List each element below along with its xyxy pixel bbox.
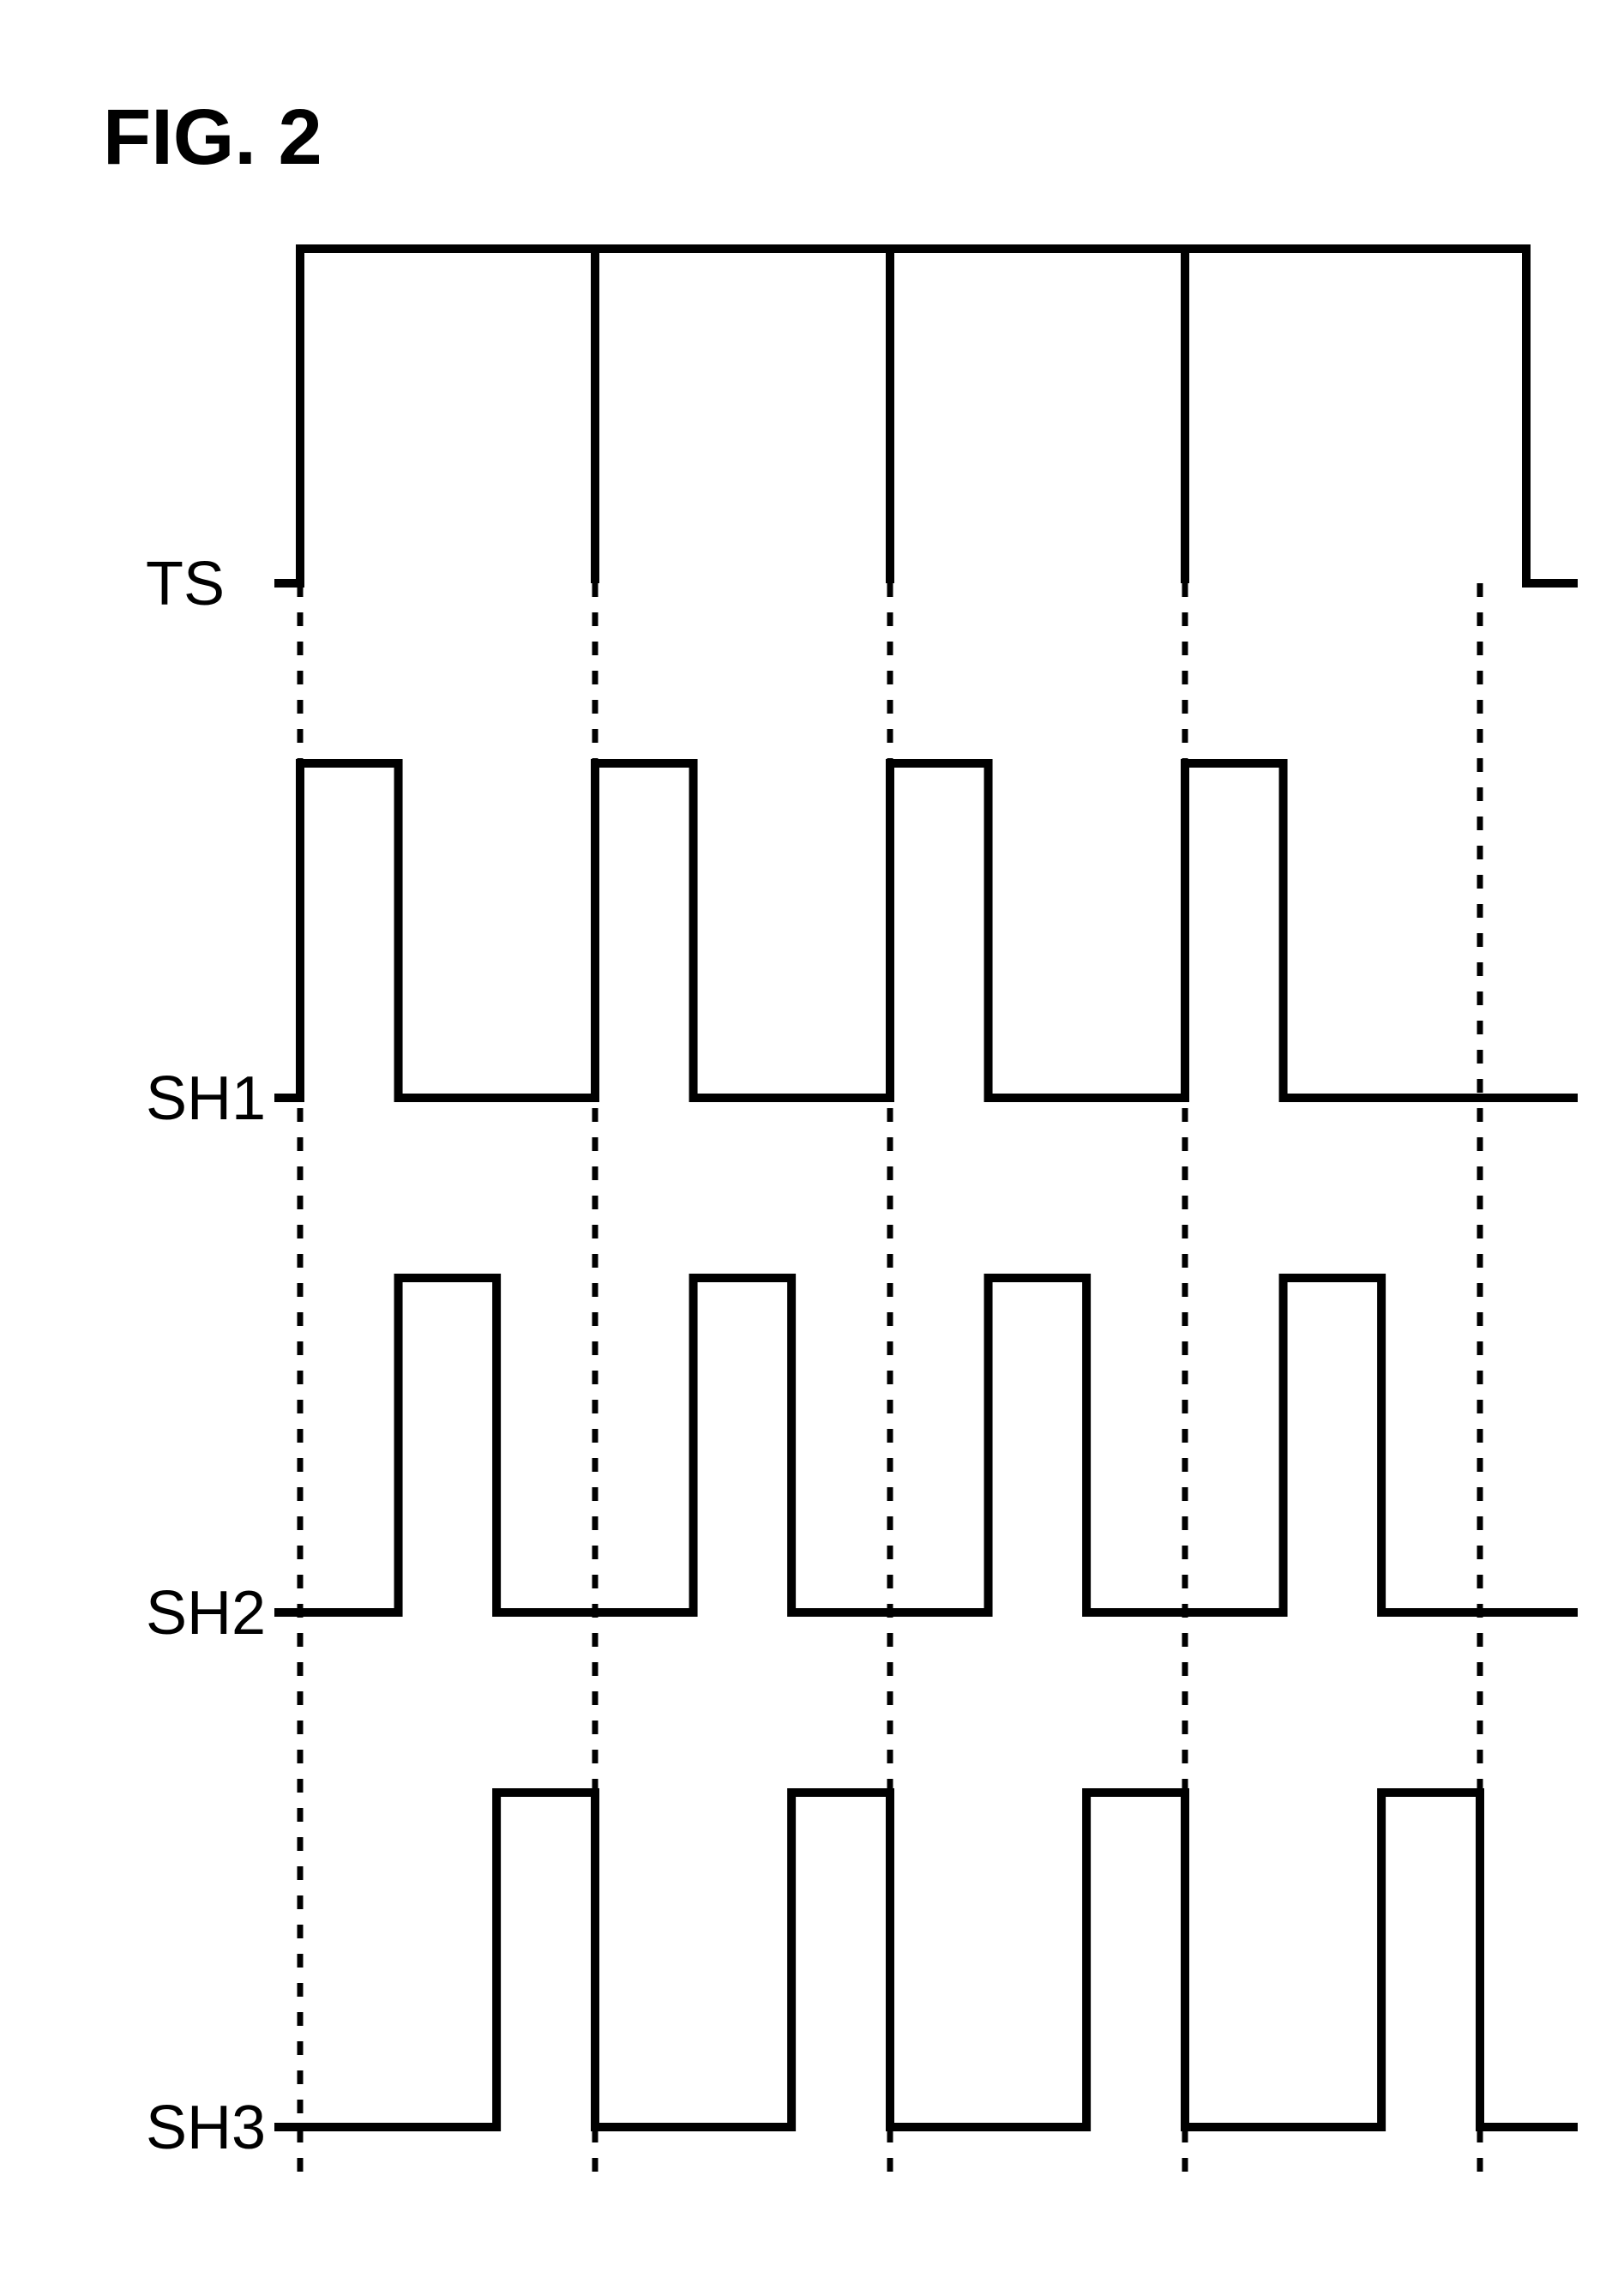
- signal-label-sh1: SH1: [146, 1064, 266, 1134]
- signal-label-sh3: SH3: [146, 2093, 266, 2163]
- timing-diagram: [0, 0, 1624, 2284]
- signal-label-ts: TS: [146, 549, 225, 619]
- signal-label-sh2: SH2: [146, 1578, 266, 1648]
